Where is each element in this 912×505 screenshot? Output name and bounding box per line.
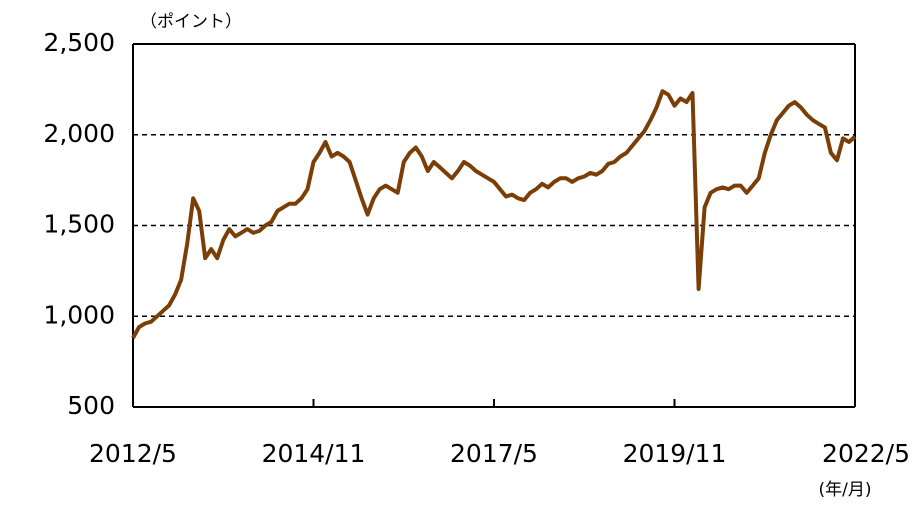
x-tick-label: 2014/11 bbox=[262, 439, 366, 468]
x-tick-label: 2022/5 bbox=[822, 439, 910, 468]
x-tick-label: 2012/5 bbox=[89, 439, 177, 468]
y-tick-label: 2,000 bbox=[43, 119, 115, 148]
y-tick-label: 500 bbox=[67, 391, 115, 420]
y-tick-label: 1,500 bbox=[43, 210, 115, 239]
x-tick-label: 2019/11 bbox=[623, 439, 727, 468]
y-tick-label: 2,500 bbox=[43, 28, 115, 57]
x-tick-label: 2017/5 bbox=[450, 439, 538, 468]
y-unit-label: （ポイント） bbox=[140, 12, 242, 32]
line-series bbox=[131, 89, 857, 339]
y-tick-label: 1,000 bbox=[43, 300, 115, 329]
x-unit-label: (年/月) bbox=[819, 480, 872, 500]
